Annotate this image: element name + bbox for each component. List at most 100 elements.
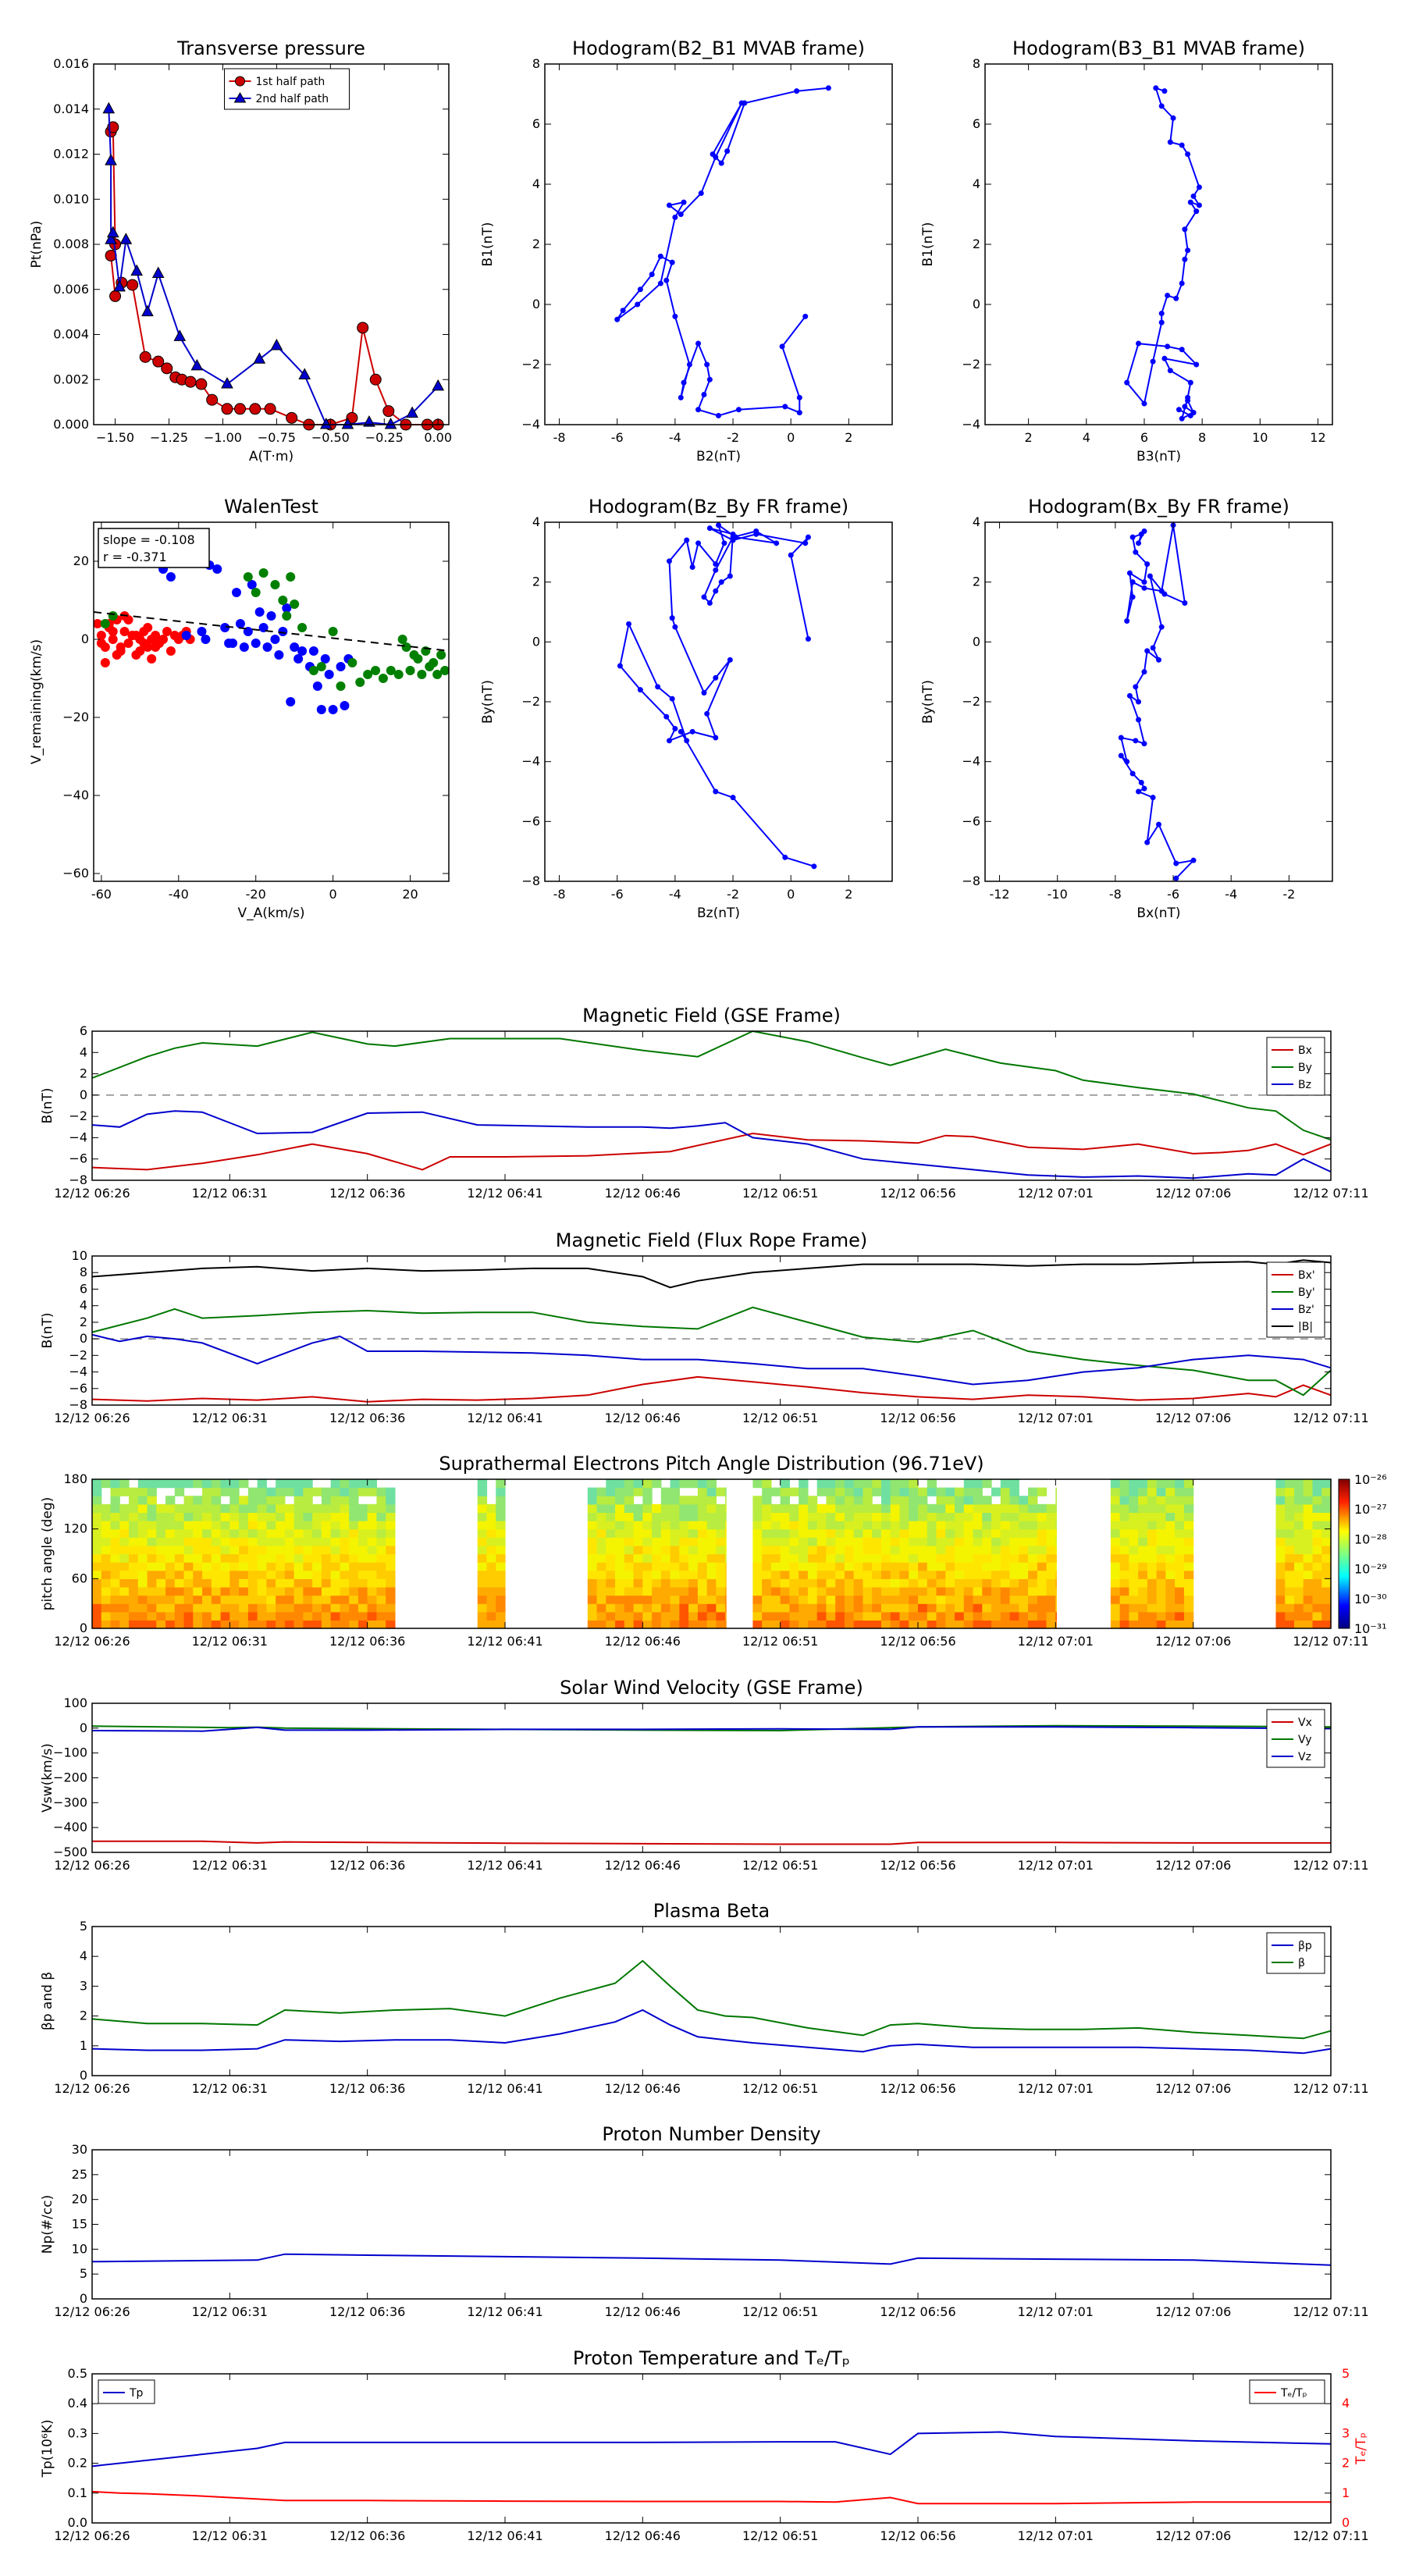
heatmap-cell bbox=[266, 1562, 276, 1571]
heatmap-cell bbox=[211, 1578, 222, 1588]
data-point bbox=[328, 705, 338, 714]
x-tick-label: -4 bbox=[669, 430, 681, 445]
heatmap-cell bbox=[202, 1503, 212, 1514]
x-tick-label: 12/12 06:51 bbox=[742, 1411, 818, 1425]
heatmap-cell bbox=[615, 1496, 625, 1505]
heatmap-cell bbox=[863, 1487, 873, 1496]
heatmap-cell bbox=[770, 1512, 781, 1521]
heatmap-cell bbox=[1037, 1537, 1048, 1546]
heatmap-cell bbox=[679, 1595, 689, 1604]
heatmap-cell bbox=[1129, 1553, 1139, 1563]
heatmap-cell bbox=[276, 1603, 286, 1613]
heatmap-cell bbox=[752, 1545, 763, 1555]
heatmap-cell bbox=[1147, 1528, 1158, 1538]
heatmap-cell bbox=[174, 1611, 185, 1621]
heatmap-cell bbox=[927, 1562, 937, 1571]
heatmap-cell bbox=[1165, 1620, 1176, 1629]
heatmap-cell bbox=[110, 1570, 120, 1579]
x-tick-label: 12/12 06:36 bbox=[329, 1634, 405, 1649]
heatmap-cell bbox=[303, 1537, 313, 1546]
heatmap-cell bbox=[266, 1586, 276, 1596]
legend-label: Tp bbox=[129, 2387, 144, 2400]
heatmap-cell bbox=[229, 1562, 240, 1571]
heatmap-cell bbox=[596, 1512, 606, 1521]
heatmap-cell bbox=[816, 1570, 827, 1579]
heatmap-cell bbox=[991, 1528, 1001, 1538]
hodogram-point bbox=[1141, 785, 1147, 792]
y-tick-label: 6 bbox=[532, 116, 540, 131]
heatmap-cell bbox=[1046, 1503, 1056, 1514]
heatmap-cell bbox=[229, 1512, 240, 1521]
heatmap-cell bbox=[1285, 1479, 1295, 1489]
heatmap-cell bbox=[276, 1611, 286, 1621]
x-tick-label: 12/12 06:31 bbox=[192, 2528, 268, 2543]
heatmap-cell bbox=[330, 1545, 340, 1555]
heatmap-cell bbox=[266, 1570, 276, 1579]
hodogram-point bbox=[794, 88, 800, 94]
heatmap-cell bbox=[1156, 1537, 1166, 1546]
x-tick-label: 12/12 06:31 bbox=[192, 2304, 268, 2319]
heatmap-cell bbox=[697, 1545, 708, 1555]
x-tick-label: 12/12 06:41 bbox=[467, 1411, 542, 1425]
heatmap-cell bbox=[110, 1528, 120, 1538]
heatmap-cell bbox=[770, 1521, 781, 1530]
heatmap-cell bbox=[1009, 1620, 1019, 1629]
data-point bbox=[298, 368, 311, 379]
chart-title: Hodogram(Bx_By FR frame) bbox=[1028, 496, 1289, 518]
heatmap-cell bbox=[247, 1562, 258, 1571]
hodogram-point bbox=[701, 392, 707, 397]
heatmap-cell bbox=[147, 1578, 157, 1588]
hodogram-point bbox=[695, 340, 702, 347]
heatmap-cell bbox=[357, 1553, 368, 1563]
heatmap-cell bbox=[770, 1487, 781, 1496]
heatmap-cell bbox=[1019, 1611, 1029, 1621]
x-tick-label: −1.25 bbox=[150, 430, 188, 445]
heatmap-cell bbox=[156, 1503, 166, 1514]
y-tick-label: 0.000 bbox=[53, 417, 89, 432]
heatmap-cell bbox=[229, 1553, 240, 1563]
heatmap-cell bbox=[880, 1503, 891, 1514]
heatmap-cell bbox=[1147, 1578, 1158, 1588]
heatmap-cell bbox=[229, 1611, 240, 1621]
hodogram-point bbox=[1158, 624, 1165, 630]
heatmap-cell bbox=[284, 1553, 295, 1563]
heatmap-cell bbox=[137, 1611, 148, 1621]
heatmap-cell bbox=[321, 1553, 332, 1563]
heatmap-cell bbox=[780, 1537, 791, 1546]
heatmap-cell bbox=[119, 1512, 130, 1521]
heatmap-cell bbox=[1046, 1562, 1056, 1571]
heatmap-cell bbox=[1028, 1603, 1038, 1613]
heatmap-cell bbox=[982, 1578, 992, 1588]
heatmap-cell bbox=[752, 1521, 763, 1530]
heatmap-cell bbox=[129, 1595, 139, 1604]
heatmap-cell bbox=[1312, 1586, 1322, 1596]
heatmap-cell bbox=[752, 1496, 763, 1505]
heatmap-cell bbox=[367, 1545, 378, 1555]
heatmap-cell bbox=[330, 1503, 340, 1514]
x-tick-label: 12/12 07:06 bbox=[1155, 1634, 1231, 1649]
heatmap-cell bbox=[92, 1603, 102, 1613]
x-tick-label: −0.75 bbox=[258, 430, 296, 445]
data-point bbox=[96, 639, 106, 648]
hodogram-point bbox=[684, 738, 690, 744]
heatmap-cell bbox=[606, 1503, 616, 1514]
x-tick-label: 12/12 06:46 bbox=[605, 2304, 681, 2319]
heatmap-cell bbox=[652, 1479, 662, 1489]
heatmap-cell bbox=[596, 1487, 606, 1496]
heatmap-cell bbox=[890, 1512, 901, 1521]
heatmap-cell bbox=[119, 1603, 130, 1613]
x-tick-label: 12/12 06:46 bbox=[605, 1858, 681, 1873]
heatmap-cell bbox=[357, 1512, 368, 1521]
heatmap-cell bbox=[835, 1595, 845, 1604]
hodogram-point bbox=[727, 656, 733, 663]
heatmap-cell bbox=[991, 1537, 1001, 1546]
heatmap-cell bbox=[1037, 1512, 1048, 1521]
heatmap-cell bbox=[239, 1586, 249, 1596]
y-tick-label: 0.002 bbox=[53, 372, 89, 386]
heatmap-cell bbox=[1147, 1496, 1158, 1505]
heatmap-cell bbox=[624, 1586, 635, 1596]
heatmap-cell bbox=[716, 1512, 726, 1521]
heatmap-cell bbox=[688, 1562, 699, 1571]
x-tick-label: 12/12 06:41 bbox=[467, 1858, 542, 1873]
data-point bbox=[270, 635, 280, 644]
